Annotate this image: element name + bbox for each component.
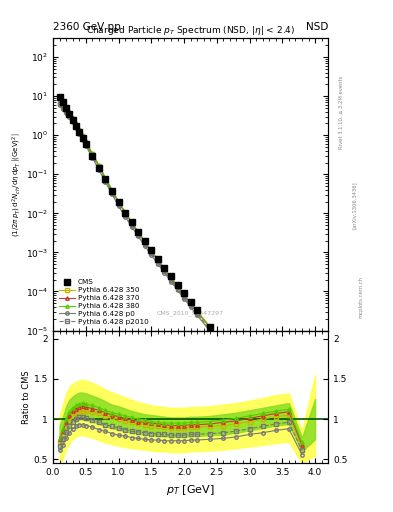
Y-axis label: $(1/2\pi\,p_T)\,\mathrm{d}^2N_{ch}/\mathrm{d}\eta\,\mathrm{d}p_T\,\left[(\mathrm: $(1/2\pi\,p_T)\,\mathrm{d}^2N_{ch}/\math…: [11, 132, 23, 237]
Title: Charged Particle $p_T$ Spectrum (NSD, $|\eta|$ < 2.4): Charged Particle $p_T$ Spectrum (NSD, $|…: [86, 24, 295, 37]
Text: NSD: NSD: [306, 22, 328, 32]
Text: [arXiv:1306.3436]: [arXiv:1306.3436]: [352, 181, 357, 229]
X-axis label: $p_T$ [GeV]: $p_T$ [GeV]: [166, 483, 215, 497]
Y-axis label: Ratio to CMS: Ratio to CMS: [22, 370, 31, 424]
Text: mcplots.cern.ch: mcplots.cern.ch: [358, 276, 364, 318]
Text: CMS_2010_S8547297: CMS_2010_S8547297: [157, 310, 224, 316]
Legend: CMS, Pythia 6.428 350, Pythia 6.428 370, Pythia 6.428 380, Pythia 6.428 p0, Pyth: CMS, Pythia 6.428 350, Pythia 6.428 370,…: [57, 278, 151, 327]
Text: Rivet 3.1.10, ≥ 3.2M events: Rivet 3.1.10, ≥ 3.2M events: [339, 76, 344, 150]
Text: 2360 GeV pp: 2360 GeV pp: [53, 22, 121, 32]
